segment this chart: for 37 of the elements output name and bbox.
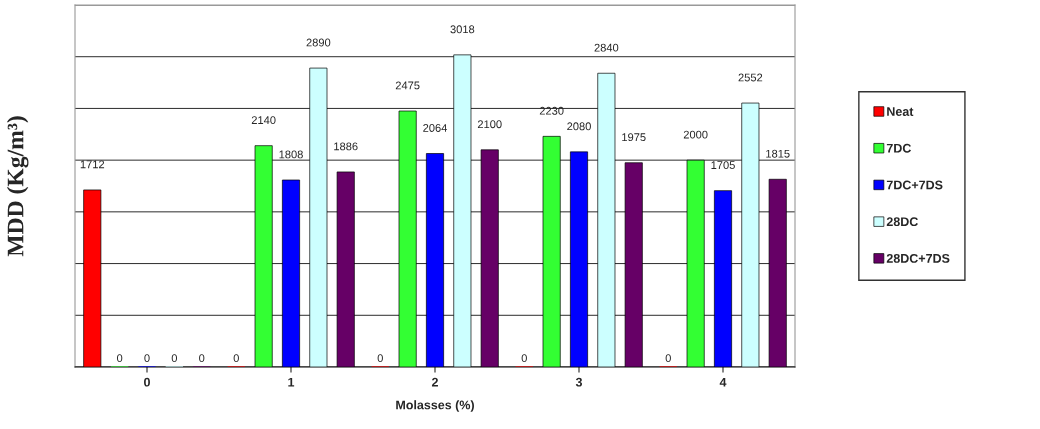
legend-label: 7DC+7DS <box>886 180 943 190</box>
data-label: 2100 <box>477 120 502 129</box>
x-tick-label: 0 <box>144 377 150 387</box>
data-label: 3018 <box>450 25 475 34</box>
data-label: 2080 <box>567 122 591 131</box>
data-label: 0 <box>199 354 205 363</box>
data-label: 1886 <box>334 142 358 151</box>
data-label: 2140 <box>251 116 276 125</box>
data-label: 1815 <box>766 149 790 158</box>
data-label: 0 <box>521 354 527 363</box>
legend-label: 28DC+7DS <box>886 253 950 263</box>
data-label: 0 <box>377 354 383 363</box>
data-label: 2840 <box>594 43 619 52</box>
legend-label: 7DC <box>886 143 912 153</box>
data-label: 0 <box>233 354 239 363</box>
data-label: 1705 <box>711 161 735 170</box>
legend-label: 28DC <box>886 217 918 227</box>
data-label: 0 <box>116 354 123 363</box>
data-label: 1808 <box>279 150 303 159</box>
data-label: 2890 <box>306 38 331 47</box>
x-tick-label: 1 <box>288 377 295 387</box>
data-label: 1712 <box>80 160 105 169</box>
data-label: 2000 <box>683 130 708 139</box>
x-tick-label: 3 <box>575 377 583 387</box>
data-label: 1975 <box>622 133 646 142</box>
data-label: 2552 <box>738 73 763 82</box>
x-tick-label: 4 <box>719 377 727 387</box>
data-label: 2064 <box>423 124 448 132</box>
x-axis-title: Molasses (%) <box>396 400 474 412</box>
x-tick-label: 2 <box>431 377 438 387</box>
data-label: 0 <box>665 354 671 363</box>
data-label: 0 <box>144 354 150 363</box>
y-axis-title: MDD (Kg/m³) <box>6 116 29 257</box>
data-label: 2230 <box>539 106 564 115</box>
data-label: 0 <box>171 354 178 363</box>
data-label: 2475 <box>395 81 420 90</box>
legend-label: Neat <box>887 107 914 116</box>
